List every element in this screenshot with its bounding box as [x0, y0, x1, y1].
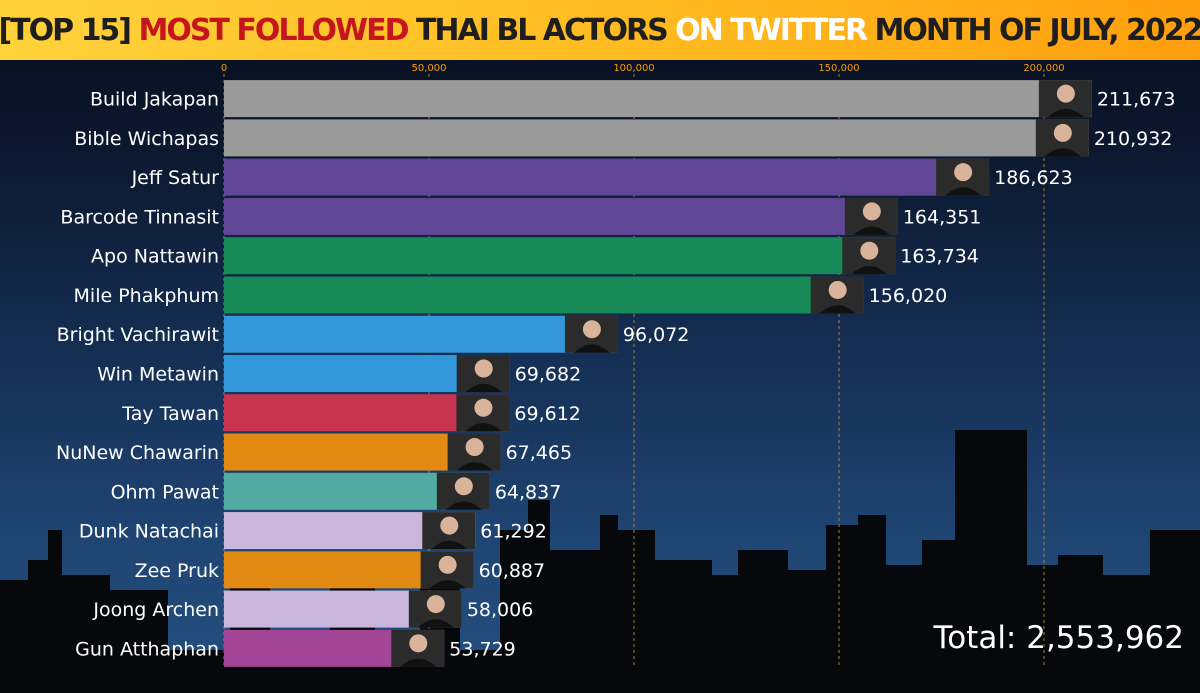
photo-shoulders — [456, 462, 493, 471]
skyline-base — [0, 650, 1200, 693]
building — [528, 500, 550, 693]
x-tick-label: 50,000 — [412, 63, 447, 74]
photo-shoulders — [429, 580, 466, 589]
bar — [224, 237, 896, 275]
value-label: 61,292 — [480, 521, 546, 543]
category-label: Joong Archen — [92, 599, 219, 621]
photo-shoulders — [465, 423, 502, 432]
photo-shoulders — [445, 501, 482, 510]
title-part-3: THAI BL ACTORS — [407, 12, 676, 48]
photo-face — [1056, 84, 1075, 103]
title-part-4: ON TWITTER — [675, 12, 868, 48]
photo-shoulders — [853, 226, 890, 235]
value-label: 60,887 — [479, 560, 545, 582]
value-label: 67,465 — [506, 442, 572, 464]
photo-shoulders — [851, 265, 888, 275]
photo-shoulders — [1044, 148, 1081, 157]
photo-shoulders — [819, 305, 856, 314]
value-label: 164,351 — [903, 206, 982, 228]
x-tick-label: 0 — [221, 63, 227, 74]
photo-face — [465, 438, 484, 457]
photo-shoulders — [945, 187, 982, 196]
photo-face — [409, 634, 428, 653]
bar — [224, 197, 898, 235]
value-label: 53,729 — [449, 638, 515, 660]
photo-shoulders — [573, 344, 610, 353]
category-label: Mile Phakphum — [74, 285, 219, 307]
value-label: 64,837 — [495, 481, 561, 503]
value-label: 69,682 — [515, 364, 581, 386]
category-label: Win Metawin — [97, 364, 219, 386]
photo-face — [426, 595, 445, 614]
title-part-1: [TOP 15] — [0, 12, 139, 48]
category-label: Bible Wichapas — [74, 128, 219, 150]
bar — [224, 315, 618, 353]
bar — [224, 158, 990, 196]
x-tick-label: 150,000 — [818, 63, 859, 74]
value-label: 163,734 — [900, 246, 979, 268]
value-label: 210,932 — [1094, 128, 1173, 150]
photo-face — [438, 555, 457, 574]
photo-face — [474, 398, 493, 417]
x-axis-ticks: 0 50,000 100,000 150,000 200,000 — [221, 63, 1065, 74]
photo-face — [582, 320, 601, 339]
photo-face — [474, 359, 493, 378]
photo-shoulders — [400, 658, 437, 667]
photo-face — [862, 202, 881, 221]
x-tick-label: 100,000 — [613, 63, 654, 74]
photo-shoulders — [465, 383, 502, 392]
value-label: 156,020 — [869, 285, 948, 307]
category-label: Apo Nattawin — [91, 246, 219, 268]
title-banner: [TOP 15] MOST FOLLOWED THAI BL ACTORS ON… — [0, 0, 1200, 60]
value-label: 96,072 — [623, 324, 689, 346]
title-part-5: MONTH OF JULY, 2022 — [866, 12, 1200, 48]
total-label: Total: 2,553,962 — [933, 620, 1184, 656]
category-label: Ohm Pawat — [111, 481, 219, 503]
category-label: Bright Vachirawit — [57, 324, 219, 346]
photo-face — [1053, 123, 1072, 142]
building — [600, 515, 618, 693]
photo-face — [454, 477, 473, 496]
photo-face — [954, 163, 973, 182]
category-label: Dunk Natachai — [79, 521, 219, 543]
bar-chart: 0 50,000 100,000 150,000 200,000 Build Jakap… — [0, 63, 1200, 693]
photo-shoulders — [1047, 108, 1084, 118]
chart-title: [TOP 15] MOST FOLLOWED THAI BL ACTORS ON… — [0, 13, 1200, 48]
category-label: Jeff Satur — [131, 167, 220, 189]
photo-shoulders — [431, 540, 468, 550]
title-part-2: MOST FOLLOWED — [138, 12, 409, 48]
bar — [224, 276, 864, 314]
category-label: Tay Tawan — [121, 403, 219, 425]
x-tick-label: 200,000 — [1023, 63, 1064, 74]
photo-face — [860, 241, 879, 260]
bars-group: Build Jakapan 211,673 Bible Wichapas 210,93… — [56, 80, 1175, 667]
photo-face — [440, 516, 459, 535]
value-label: 186,623 — [994, 167, 1073, 189]
value-label: 58,006 — [467, 599, 533, 621]
value-label: 69,612 — [514, 403, 580, 425]
value-label: 211,673 — [1097, 89, 1176, 111]
photo-shoulders — [417, 619, 454, 628]
photo-face — [828, 280, 847, 299]
category-label: Gun Atthaphan — [75, 638, 219, 660]
bar — [224, 80, 1092, 118]
category-label: NuNew Chawarin — [56, 442, 219, 464]
category-label: Zee Pruk — [135, 560, 219, 582]
bar — [224, 119, 1089, 157]
category-label: Barcode Tinnasit — [60, 206, 219, 228]
building — [955, 430, 1027, 693]
category-label: Build Jakapan — [90, 89, 219, 111]
